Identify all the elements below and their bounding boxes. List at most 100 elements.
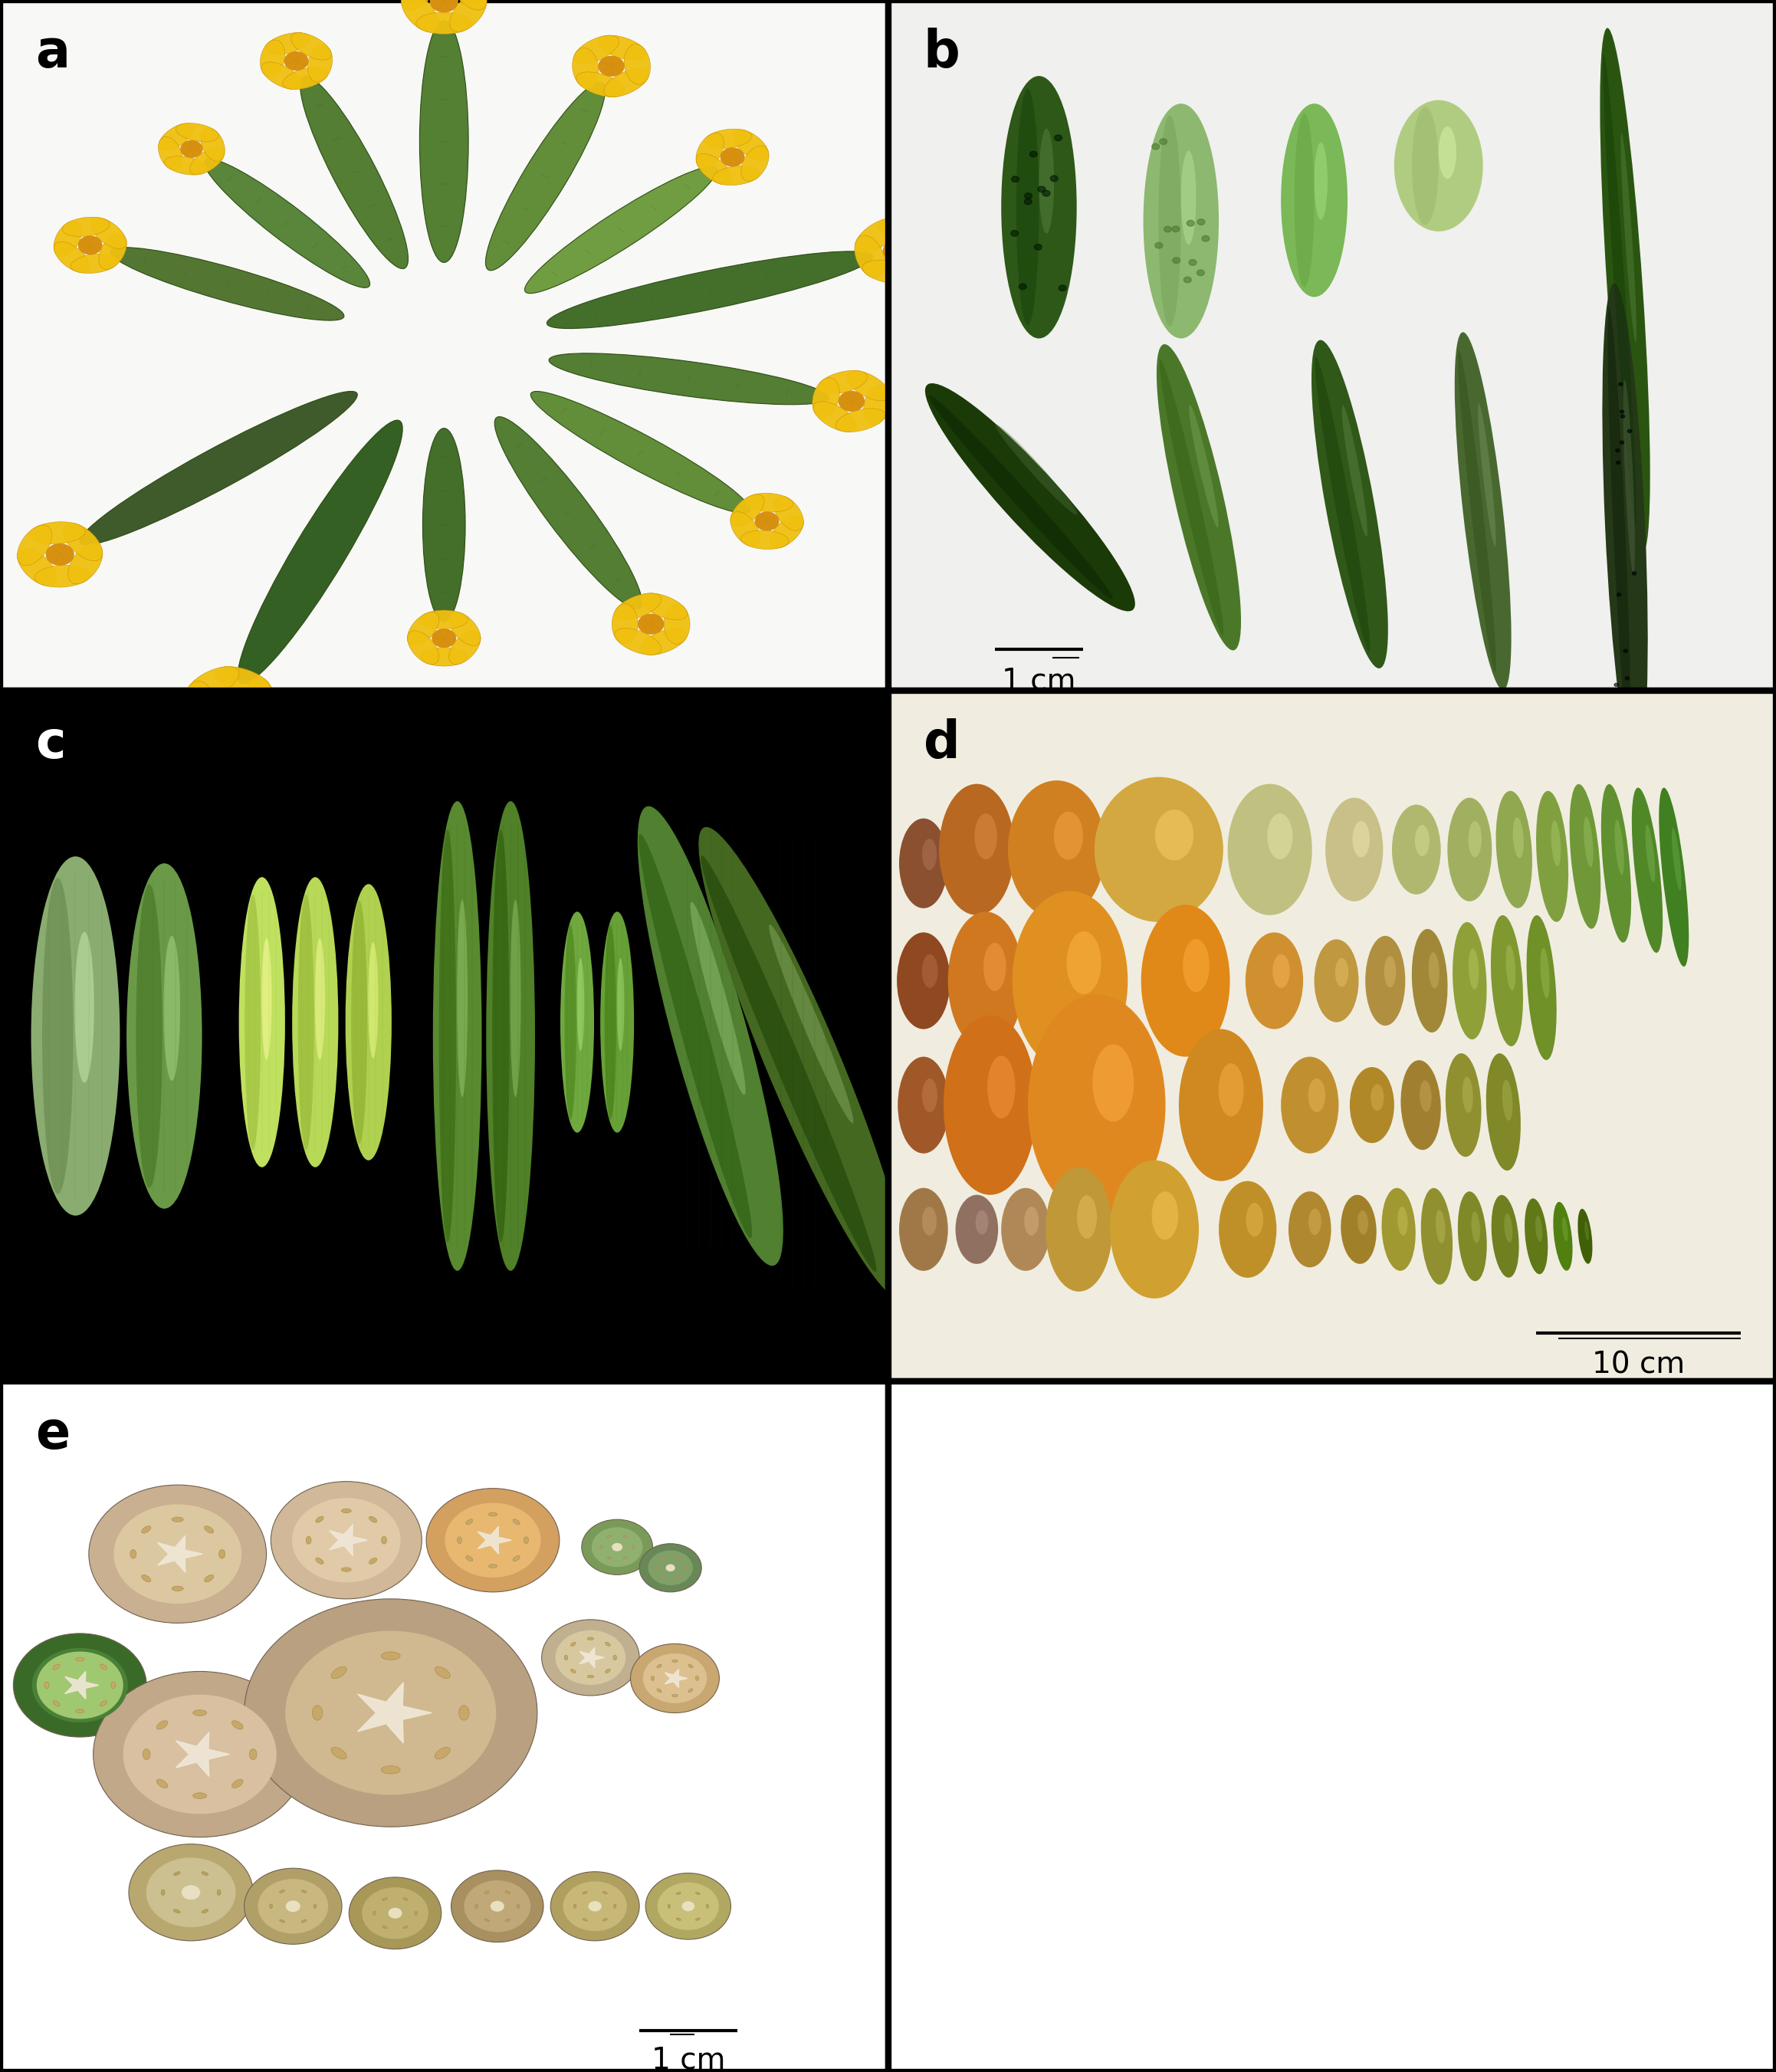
Ellipse shape — [71, 253, 117, 274]
Ellipse shape — [158, 137, 183, 170]
Ellipse shape — [1439, 126, 1456, 178]
Ellipse shape — [1314, 143, 1327, 220]
Ellipse shape — [696, 1892, 700, 1894]
Ellipse shape — [565, 924, 577, 1119]
Ellipse shape — [1188, 404, 1218, 528]
Ellipse shape — [1584, 816, 1593, 868]
Ellipse shape — [632, 1546, 634, 1548]
Ellipse shape — [895, 249, 940, 284]
Ellipse shape — [583, 1892, 588, 1894]
Ellipse shape — [817, 371, 867, 394]
Circle shape — [37, 1651, 123, 1720]
Ellipse shape — [1495, 792, 1533, 908]
Ellipse shape — [298, 895, 314, 1150]
Ellipse shape — [1039, 128, 1055, 234]
Ellipse shape — [863, 385, 890, 425]
Ellipse shape — [1016, 89, 1039, 325]
Ellipse shape — [1540, 947, 1550, 999]
Ellipse shape — [1247, 1202, 1263, 1237]
Ellipse shape — [707, 1904, 709, 1908]
Polygon shape — [579, 1647, 604, 1668]
Ellipse shape — [300, 77, 408, 269]
Ellipse shape — [1502, 1080, 1513, 1121]
Text: c: c — [36, 719, 66, 769]
Ellipse shape — [1492, 1196, 1518, 1278]
Ellipse shape — [698, 827, 909, 1301]
Circle shape — [362, 1888, 428, 1939]
Circle shape — [657, 1881, 719, 1931]
Ellipse shape — [1469, 949, 1479, 990]
Ellipse shape — [439, 829, 456, 1243]
Ellipse shape — [613, 1656, 616, 1660]
Circle shape — [682, 1902, 694, 1910]
Ellipse shape — [1357, 1210, 1368, 1235]
Ellipse shape — [1584, 1220, 1590, 1241]
Ellipse shape — [126, 864, 202, 1208]
Ellipse shape — [909, 224, 940, 267]
Ellipse shape — [689, 1664, 693, 1668]
Circle shape — [883, 240, 911, 261]
Circle shape — [611, 1544, 622, 1552]
Ellipse shape — [1218, 1063, 1243, 1117]
Ellipse shape — [34, 566, 91, 586]
Circle shape — [646, 1873, 732, 1939]
Ellipse shape — [575, 73, 625, 97]
Ellipse shape — [975, 814, 996, 860]
Circle shape — [1618, 383, 1623, 385]
Ellipse shape — [99, 234, 126, 269]
Ellipse shape — [449, 611, 481, 646]
Ellipse shape — [485, 1892, 490, 1894]
Ellipse shape — [641, 593, 687, 620]
Circle shape — [123, 1695, 277, 1813]
Ellipse shape — [1446, 1053, 1481, 1156]
Ellipse shape — [1506, 945, 1515, 990]
Circle shape — [1025, 193, 1032, 199]
Ellipse shape — [510, 899, 520, 1096]
Ellipse shape — [1311, 340, 1389, 669]
Circle shape — [755, 512, 778, 530]
Ellipse shape — [201, 128, 226, 162]
Circle shape — [284, 52, 307, 70]
Ellipse shape — [854, 236, 884, 278]
Ellipse shape — [291, 876, 337, 1167]
Circle shape — [32, 1647, 128, 1722]
Ellipse shape — [1309, 1077, 1325, 1113]
Ellipse shape — [261, 62, 302, 89]
Ellipse shape — [99, 1701, 107, 1705]
Ellipse shape — [1607, 307, 1630, 742]
Ellipse shape — [449, 0, 487, 10]
Ellipse shape — [922, 953, 938, 988]
Ellipse shape — [1009, 781, 1105, 918]
Ellipse shape — [1350, 1067, 1394, 1144]
Ellipse shape — [1563, 1218, 1568, 1241]
Ellipse shape — [222, 704, 274, 738]
Circle shape — [78, 236, 101, 255]
Circle shape — [666, 1564, 675, 1571]
Ellipse shape — [1160, 361, 1224, 634]
Circle shape — [1625, 678, 1629, 680]
Ellipse shape — [403, 1898, 408, 1900]
Ellipse shape — [1268, 814, 1293, 860]
Ellipse shape — [638, 806, 783, 1266]
Ellipse shape — [44, 1682, 50, 1689]
Ellipse shape — [1600, 29, 1650, 551]
Ellipse shape — [190, 147, 224, 174]
Ellipse shape — [623, 1535, 627, 1537]
Ellipse shape — [696, 153, 732, 184]
Ellipse shape — [1028, 995, 1165, 1216]
Ellipse shape — [279, 1890, 284, 1894]
Ellipse shape — [1428, 953, 1439, 988]
Ellipse shape — [623, 44, 650, 85]
Ellipse shape — [616, 957, 623, 1051]
Ellipse shape — [691, 901, 746, 1094]
Ellipse shape — [1151, 1191, 1179, 1239]
Circle shape — [1202, 236, 1209, 242]
Polygon shape — [478, 1527, 511, 1554]
Ellipse shape — [847, 371, 890, 400]
Ellipse shape — [76, 1709, 83, 1714]
Ellipse shape — [80, 392, 357, 545]
Ellipse shape — [142, 1575, 151, 1583]
Polygon shape — [329, 1525, 368, 1556]
Circle shape — [426, 1488, 559, 1591]
Circle shape — [1186, 220, 1193, 226]
